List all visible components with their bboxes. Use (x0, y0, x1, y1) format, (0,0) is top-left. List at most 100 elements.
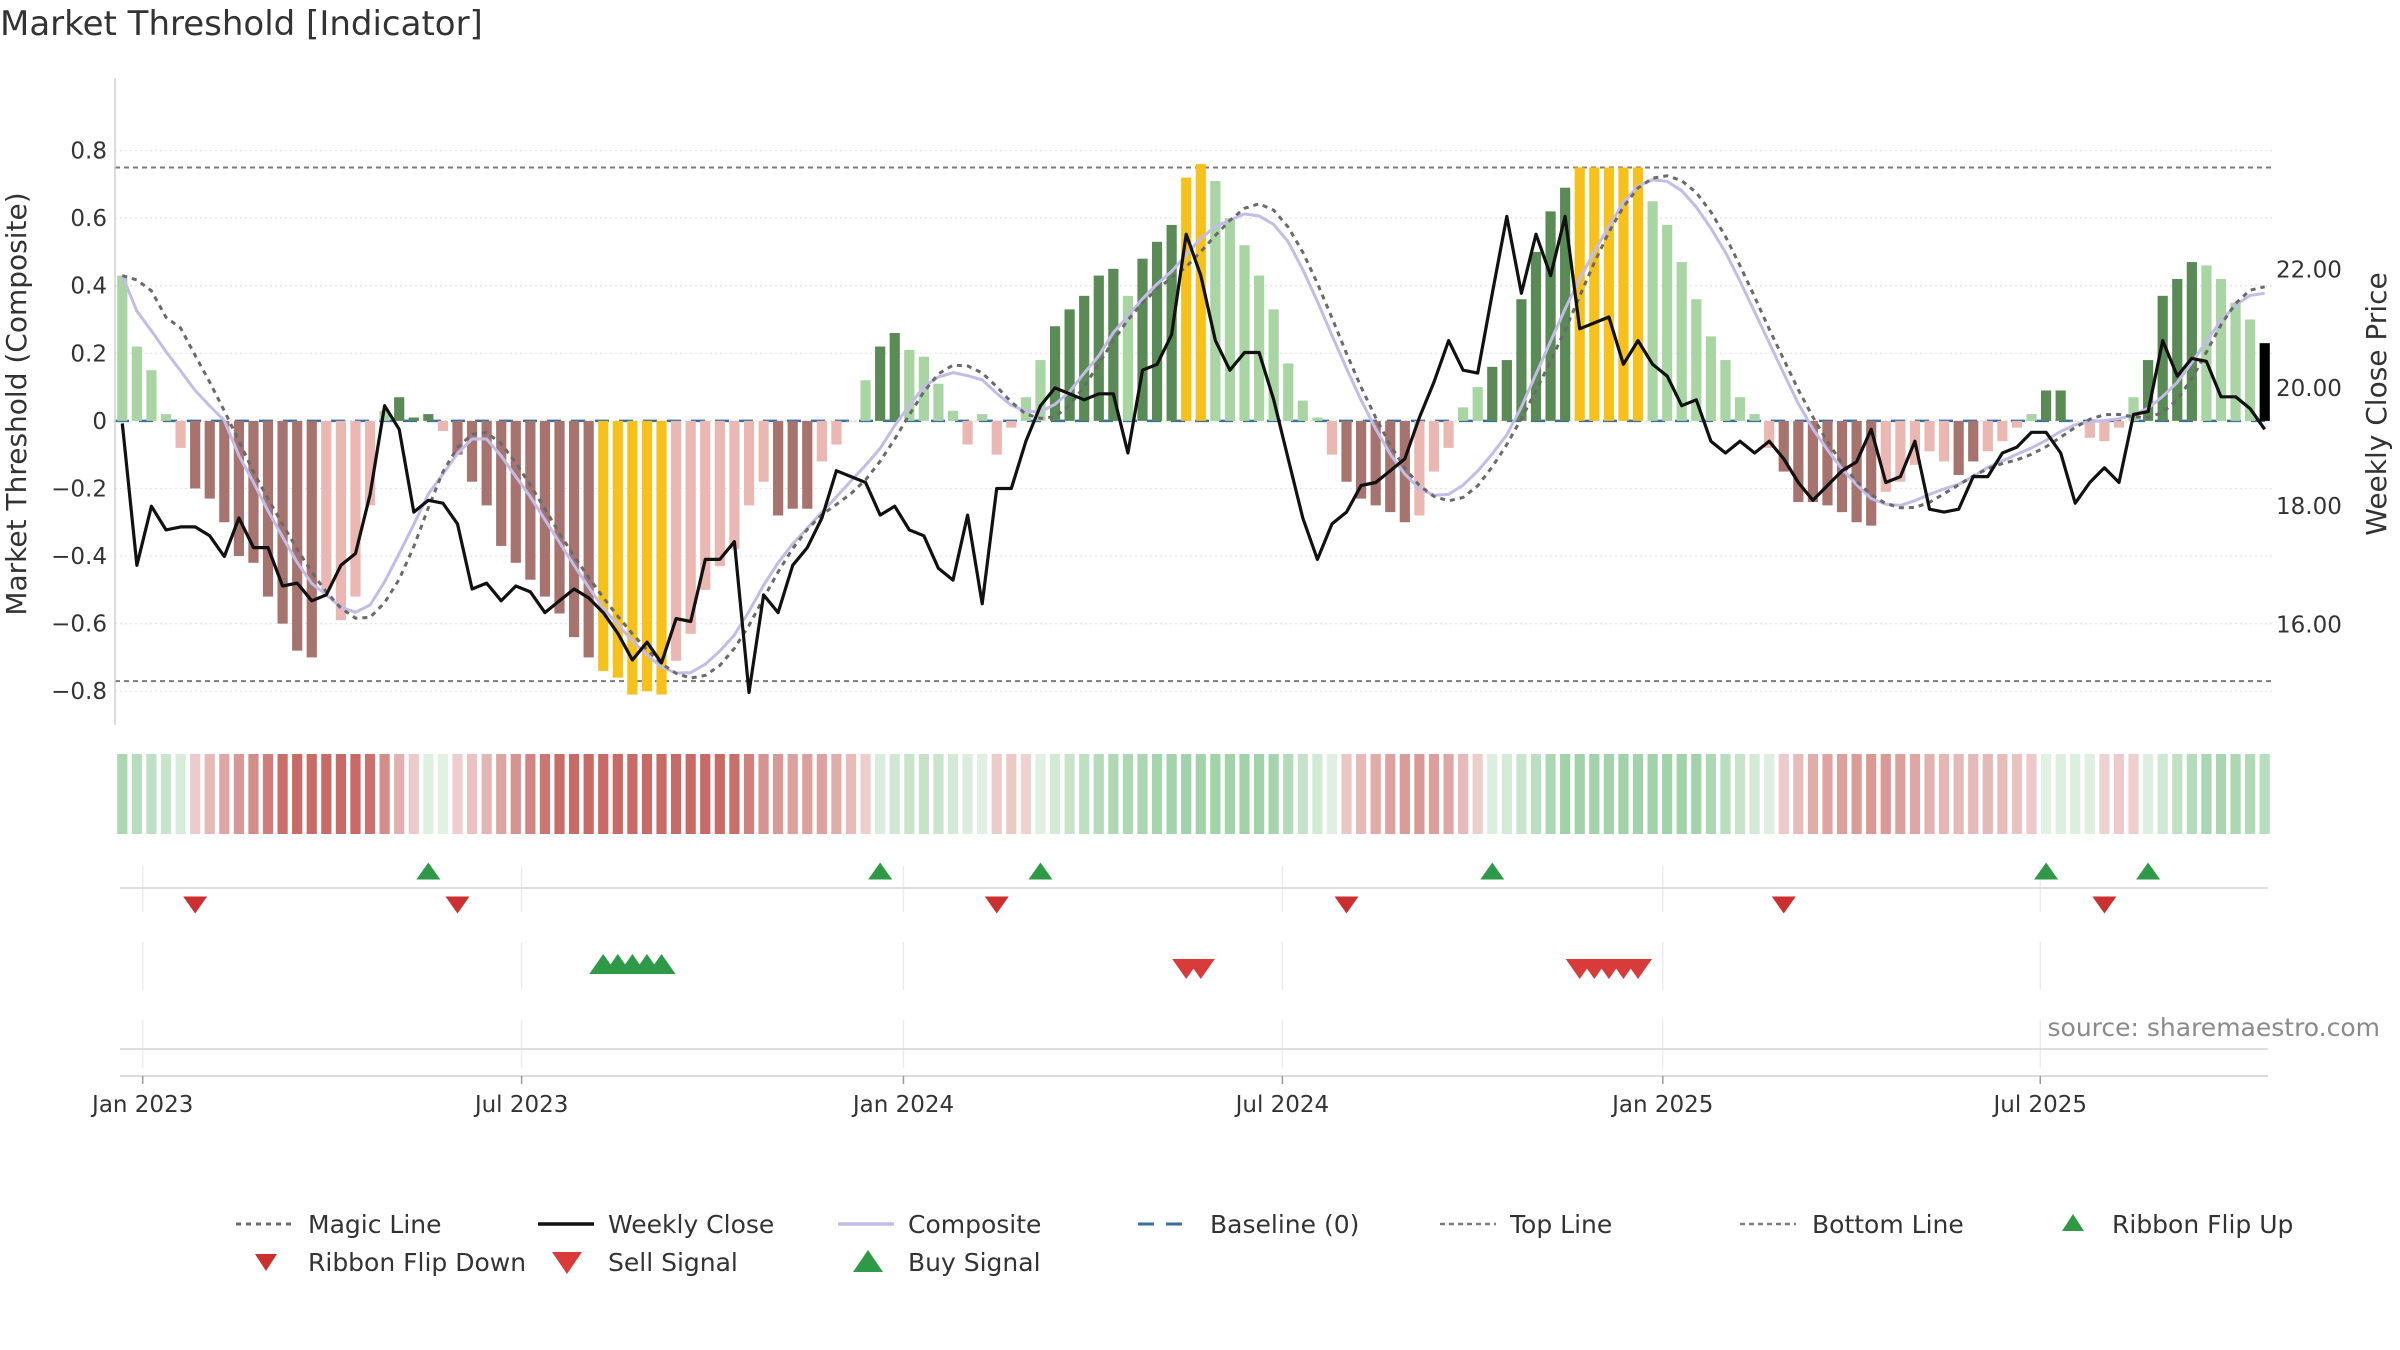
composite-bar (1414, 420, 1425, 516)
composite-bar (2040, 390, 2052, 421)
composite-bar (335, 420, 347, 621)
ribbon-flip-up-marker (1480, 862, 1505, 880)
ribbon-cell (175, 754, 186, 834)
ribbon-cell (160, 754, 172, 834)
ribbon-flip-down-marker (445, 896, 470, 914)
composite-bar (1356, 420, 1367, 499)
ribbon-cell (117, 754, 128, 834)
composite-bar (641, 420, 653, 692)
composite-bar (2026, 414, 2037, 421)
ribbon-cell (1909, 754, 1921, 834)
composite-bar (1938, 420, 1950, 462)
ribbon-cell (233, 754, 244, 834)
ribbon-cell (1836, 754, 1848, 834)
composite-bar (831, 420, 842, 445)
composite-bar (962, 420, 973, 445)
ribbon-cell (1778, 754, 1789, 834)
y-tick-label-left: −0.6 (51, 612, 107, 638)
ribbon-cell (875, 754, 886, 834)
ribbon-cell (204, 754, 215, 834)
legend-label: Sell Signal (608, 1248, 738, 1277)
ribbon-cell (2099, 754, 2110, 834)
composite-bar (1297, 400, 1308, 421)
composite-bar (1895, 420, 1906, 482)
ribbon-cell (627, 754, 638, 834)
ribbon-cell (335, 754, 347, 834)
ribbon-cell (1341, 754, 1352, 834)
ribbon-cell (773, 754, 784, 834)
composite-bar (496, 420, 507, 546)
legend-label: Magic Line (308, 1210, 442, 1239)
composite-bar (2230, 302, 2241, 421)
composite-bar (1560, 187, 1571, 421)
composite-bar (2113, 420, 2125, 428)
composite-bar (1545, 211, 1556, 421)
ribbon-cell (656, 754, 667, 834)
composite-bar (991, 420, 1002, 455)
ribbon-cell (1268, 754, 1279, 834)
ribbon-flip-up-marker (2136, 862, 2161, 880)
ribbon-cell (481, 754, 492, 834)
ribbon-cell (1414, 754, 1425, 834)
ribbon-cell (977, 754, 988, 834)
composite-bar (1968, 420, 1979, 462)
ribbon-cell (1997, 754, 2008, 834)
composite-bar (2055, 390, 2066, 421)
ribbon-cell (991, 754, 1002, 834)
ribbon-cell (1982, 754, 1993, 834)
ribbon-cell (918, 754, 929, 834)
composite-bar (773, 420, 784, 516)
composite-bar (758, 420, 769, 482)
legend-label: Composite (908, 1210, 1041, 1239)
composite-bar (1618, 167, 1629, 421)
ribbon-cell (1589, 754, 1600, 834)
composite-bar (1049, 326, 1061, 421)
ribbon-cell (306, 754, 317, 834)
ribbon-cell (1734, 754, 1746, 834)
ribbon-cell (889, 754, 900, 834)
ribbon-cell (2215, 754, 2227, 834)
ribbon-flip-down-marker (1334, 896, 1359, 914)
composite-bar (787, 420, 798, 509)
legend-item-top-line: Top Line (1440, 1210, 1612, 1239)
ribbon-cell (904, 754, 915, 834)
composite-bar (714, 420, 725, 567)
composite-bar (1020, 397, 1031, 421)
composite-bars (117, 164, 2270, 695)
composite-bar (598, 420, 609, 671)
x-tick-label: Jul 2025 (1991, 1092, 2087, 1118)
composite-bar (875, 346, 886, 421)
y-tick-label-left: −0.4 (51, 544, 107, 570)
composite-bar (1516, 299, 1527, 421)
composite-bar (1997, 420, 2008, 442)
composite-bar (1851, 420, 1862, 523)
composite-bar (1734, 397, 1746, 421)
composite-bar (889, 333, 900, 421)
composite-bar (1662, 224, 1673, 421)
signal-panels (183, 862, 2161, 979)
ribbon-cell (2230, 754, 2241, 834)
composite-bar (1108, 268, 1119, 421)
ribbon-cell (2026, 754, 2037, 834)
ribbon-cell (1253, 754, 1265, 834)
ribbon-cell (408, 754, 419, 834)
ribbon-cell (2157, 754, 2168, 834)
composite-bar (190, 420, 201, 489)
ribbon-cell (1443, 754, 1454, 834)
ribbon-cell (1662, 754, 1673, 834)
y-tick-label-left: 0.8 (70, 139, 107, 165)
composite-bar (1195, 164, 1206, 421)
ribbon-flip-down-marker (1771, 896, 1796, 914)
composite-bar (568, 420, 580, 638)
composite-bar (2215, 278, 2227, 421)
y-tick-label-right: 16.00 (2276, 612, 2342, 638)
composite-bar (947, 410, 959, 421)
composite-bar (146, 370, 157, 421)
composite-bar (1705, 336, 1716, 421)
composite-bar (2070, 420, 2081, 422)
ribbon-cell (2011, 754, 2023, 834)
ribbon-cell (292, 754, 303, 834)
composite-bar (219, 420, 230, 523)
composite-bar (1982, 420, 1993, 452)
composite-bar (1283, 363, 1294, 421)
